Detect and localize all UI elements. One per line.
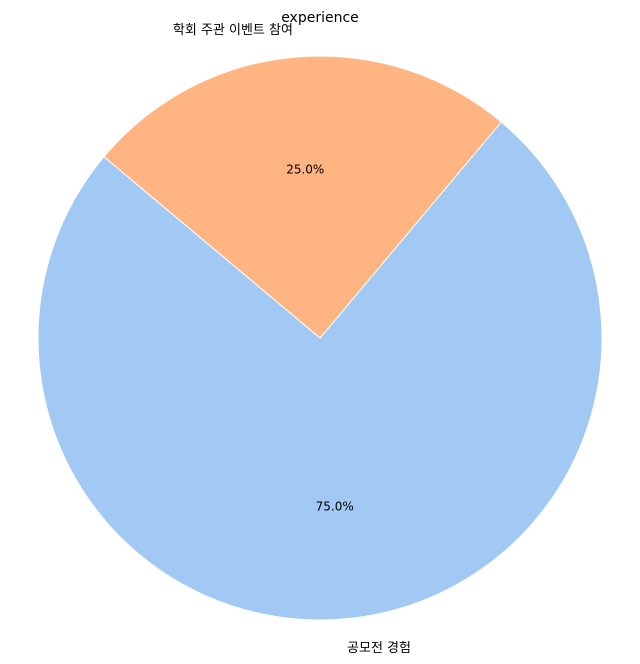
slice-label-0: 공모전 경험 bbox=[347, 641, 411, 656]
chart-title: experience bbox=[281, 10, 359, 26]
pie-slice-1 bbox=[103, 55, 502, 339]
slice-percent-0: 75.0% bbox=[316, 500, 354, 514]
slice-label-1: 학회 주관 이벤트 참여 bbox=[173, 23, 293, 38]
slice-percent-1: 25.0% bbox=[286, 162, 324, 176]
pie-slice-0 bbox=[37, 121, 603, 621]
